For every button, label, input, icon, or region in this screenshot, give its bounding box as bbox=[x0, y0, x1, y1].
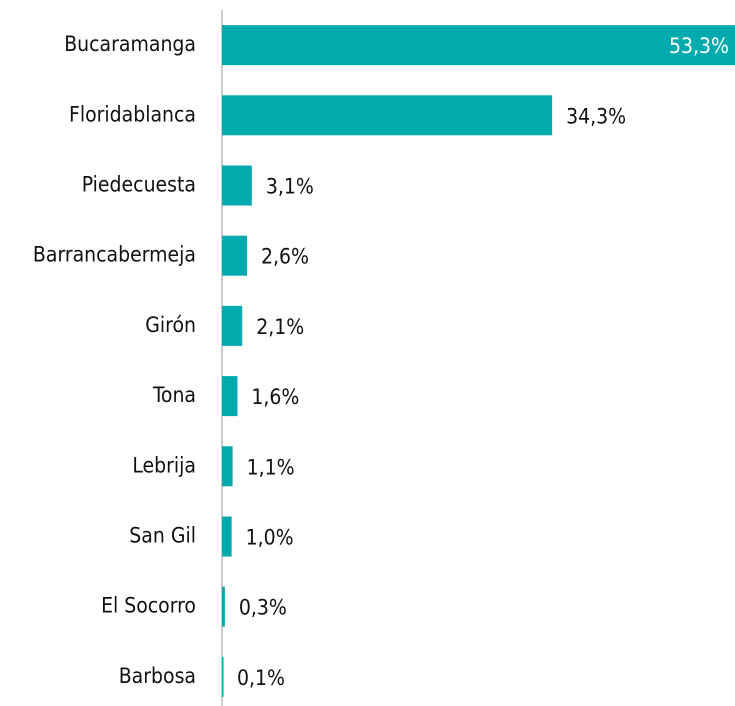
value-label: 2,1% bbox=[256, 315, 304, 339]
bar bbox=[222, 376, 238, 417]
bar bbox=[222, 235, 248, 276]
value-label: 0,3% bbox=[239, 596, 287, 620]
bar bbox=[222, 586, 225, 627]
category-label: Bucaramanga bbox=[64, 32, 196, 56]
category-label: Floridablanca bbox=[69, 102, 196, 126]
value-label: 2,6% bbox=[261, 245, 309, 269]
value-label: 0,1% bbox=[237, 666, 285, 690]
category-label: Tona bbox=[152, 383, 196, 407]
category-label: Piedecuesta bbox=[82, 173, 196, 197]
category-label: San Gil bbox=[129, 524, 196, 548]
bar bbox=[222, 516, 232, 557]
category-label: Barbosa bbox=[119, 664, 196, 688]
value-label: 3,1% bbox=[266, 175, 314, 199]
category-label: Girón bbox=[145, 313, 196, 337]
category-label: Barrancabermeja bbox=[33, 243, 196, 267]
value-label: 1,1% bbox=[247, 455, 295, 479]
value-label: 1,0% bbox=[246, 526, 294, 550]
bar bbox=[222, 95, 553, 136]
bar bbox=[222, 446, 233, 487]
bar bbox=[222, 305, 243, 346]
category-label: El Socorro bbox=[101, 594, 196, 618]
bar bbox=[222, 656, 224, 697]
value-label: 1,6% bbox=[251, 385, 299, 409]
value-label: 34,3% bbox=[566, 104, 626, 128]
bar bbox=[222, 25, 735, 66]
value-label: 53,3% bbox=[669, 34, 729, 58]
category-label: Lebrija bbox=[132, 453, 196, 477]
bar bbox=[222, 165, 252, 206]
